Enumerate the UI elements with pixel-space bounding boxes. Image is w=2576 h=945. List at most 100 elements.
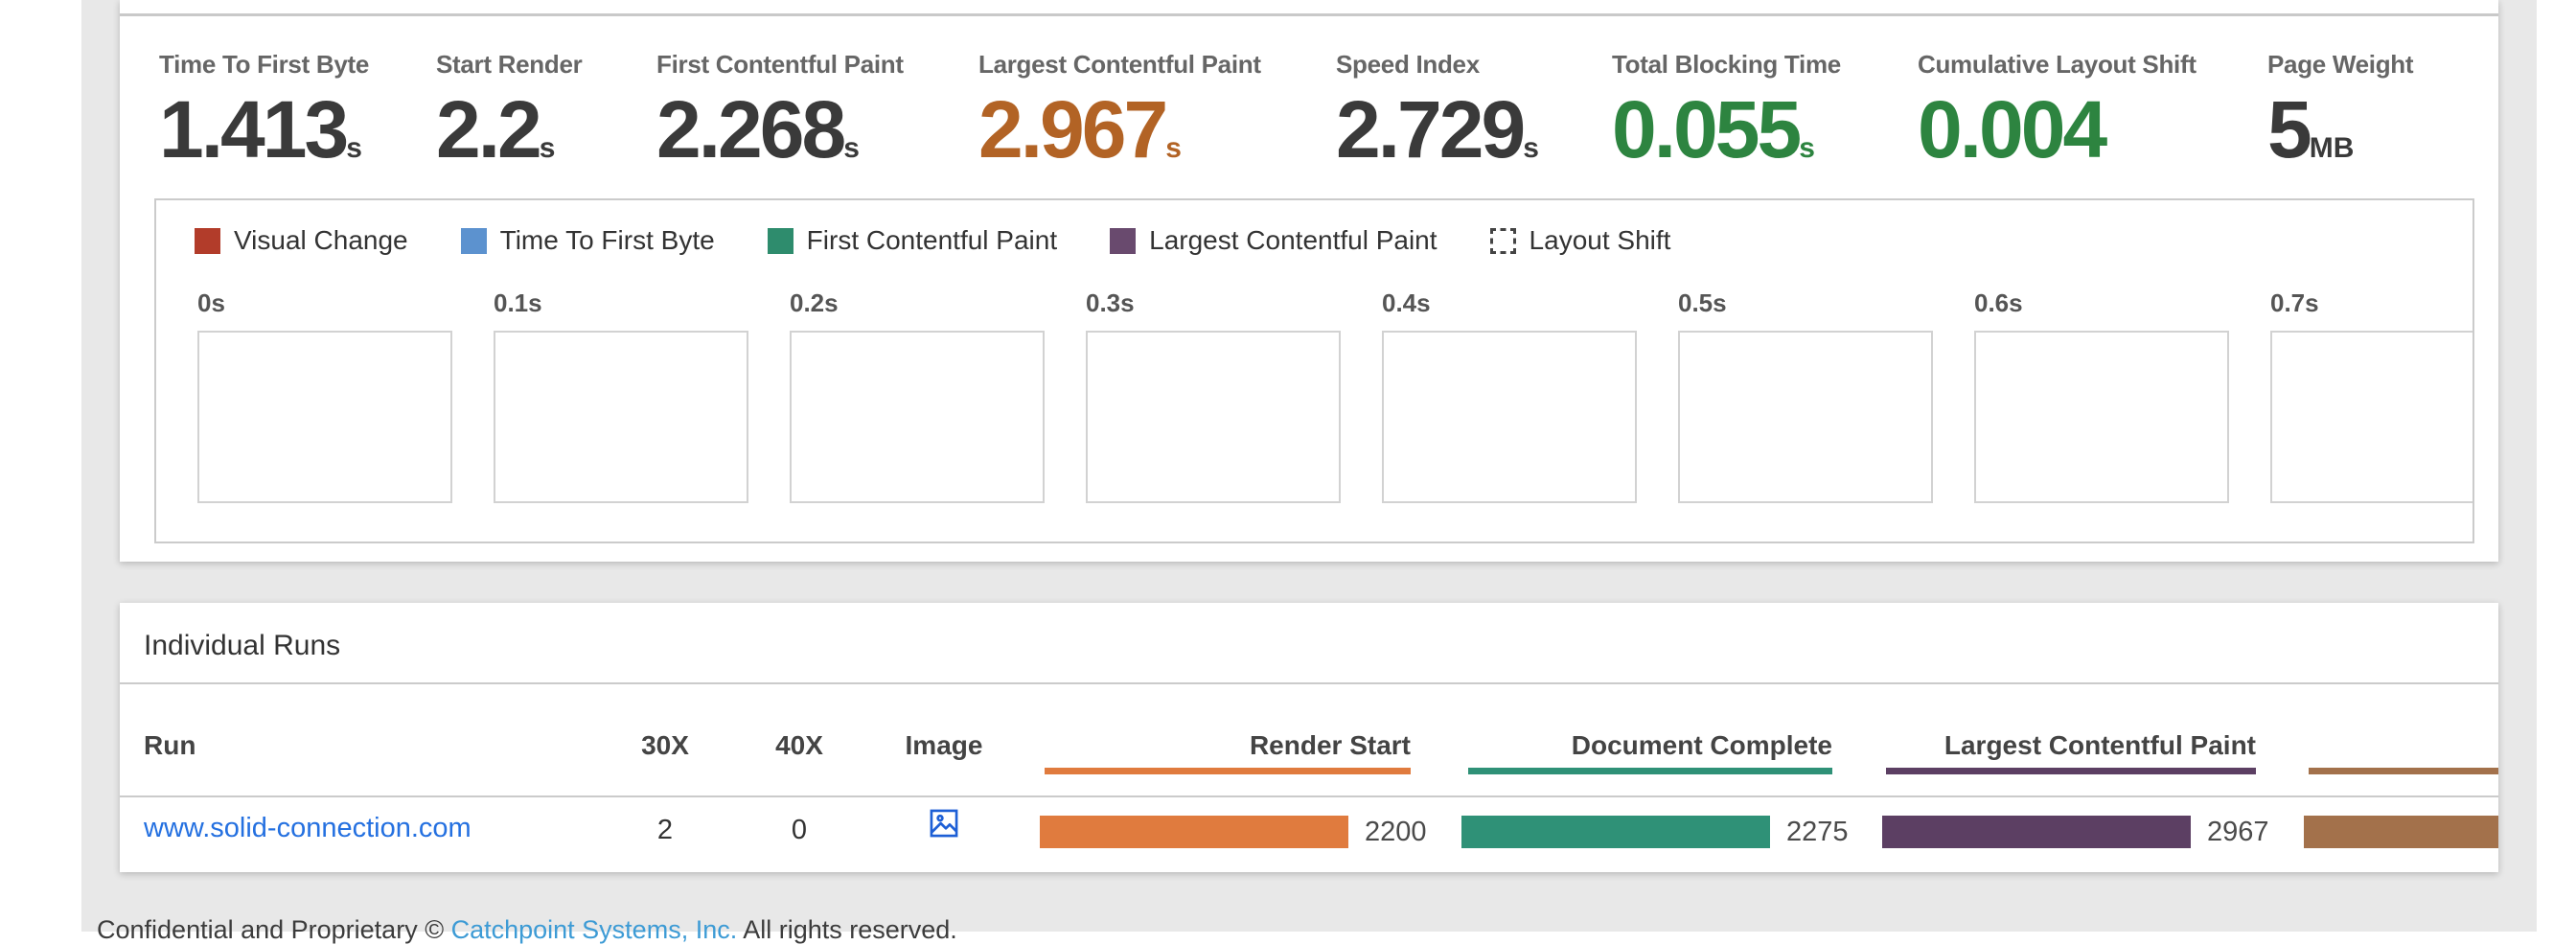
largest-contentful-paint-column-underline <box>1886 768 2256 774</box>
filmstrip-frame: 0.5s <box>1678 288 1933 503</box>
metric-unit: MB <box>2309 132 2355 164</box>
metric-value: 0.004 <box>1918 84 2107 174</box>
individual-runs-card: Individual Runs Run 30X 40X Image Render… <box>120 603 2498 872</box>
legend-item-visual-change: Visual Change <box>195 225 408 256</box>
filmstrip-panel: Visual Change Time To First Byte First C… <box>154 198 2474 543</box>
metric-start-render: Start Render 2.2s <box>436 50 583 170</box>
filmstrip-frame: 0s <box>197 288 452 503</box>
fourth-metric-bar-cell <box>2304 816 2498 848</box>
frame-timestamp: 0.5s <box>1678 288 1727 317</box>
metric-label: Start Render <box>436 50 583 79</box>
metric-unit: s <box>1165 132 1182 164</box>
column-header-30x: 30X <box>641 730 689 760</box>
legend-label: First Contentful Paint <box>806 225 1058 255</box>
metric-value: 2.268 <box>656 84 846 174</box>
render-start-bar-cell: 2200 <box>1040 816 1427 848</box>
footer-text-prefix: Confidential and Proprietary © <box>97 915 451 944</box>
filmstrip-frame: 0.6s <box>1974 288 2229 503</box>
column-header-largest-contentful-paint: Largest Contentful Paint <box>1944 730 2256 760</box>
frame-screenshot <box>2270 331 2472 503</box>
metric-value: 5 <box>2267 84 2312 174</box>
metric-unit: s <box>1799 132 1815 164</box>
metric-value: 2.729 <box>1336 84 1526 174</box>
frame-timestamp: 0.4s <box>1382 288 1431 317</box>
metric-time-to-first-byte: Time To First Byte 1.413s <box>159 50 369 170</box>
metric-label: First Contentful Paint <box>656 50 904 79</box>
legend-item-layout-shift: Layout Shift <box>1489 225 1671 256</box>
fourth-column-underline <box>2309 768 2498 774</box>
metric-value: 1.413 <box>159 84 349 174</box>
individual-runs-title: Individual Runs <box>144 630 341 661</box>
column-header-render-start: Render Start <box>1249 730 1411 760</box>
frame-screenshot <box>1086 331 1341 503</box>
document-complete-value: 2275 <box>1786 816 1849 847</box>
largest-contentful-paint-value: 2967 <box>2207 816 2269 847</box>
legend-item-time-to-first-byte: Time To First Byte <box>460 225 715 256</box>
first-contentful-paint-swatch-icon <box>767 227 794 254</box>
legend-label: Visual Change <box>234 225 408 255</box>
render-start-bar <box>1040 816 1348 848</box>
frame-screenshot <box>494 331 748 503</box>
metric-label: Page Weight <box>2267 50 2414 79</box>
legend-item-first-contentful-paint: First Contentful Paint <box>767 225 1058 256</box>
metric-label: Time To First Byte <box>159 50 370 79</box>
legend-label: Largest Contentful Paint <box>1149 225 1438 255</box>
metric-label: Largest Contentful Paint <box>978 50 1261 79</box>
filmstrip-frame: 0.4s <box>1382 288 1637 503</box>
footer-catchpoint-link[interactable]: Catchpoint Systems, Inc. <box>450 915 738 944</box>
time-to-first-byte-swatch-icon <box>460 227 487 254</box>
footer-text-suffix: All rights reserved. <box>737 915 957 944</box>
frame-timestamp: 0.7s <box>2270 288 2319 317</box>
metric-unit: s <box>539 132 556 164</box>
filmstrip-frame: 0.2s <box>790 288 1045 503</box>
metric-total-blocking-time: Total Blocking Time 0.055s <box>1612 50 1841 170</box>
metric-unit: s <box>346 132 362 164</box>
image-icon[interactable] <box>929 808 959 839</box>
legend-item-largest-contentful-paint: Largest Contentful Paint <box>1110 225 1438 256</box>
filmstrip-frame: 0.1s <box>494 288 748 503</box>
frame-timestamp: 0.1s <box>494 288 542 317</box>
frame-timestamp: 0.3s <box>1086 288 1135 317</box>
metric-first-contentful-paint: First Contentful Paint 2.268s <box>656 50 904 170</box>
frame-timestamp: 0.6s <box>1974 288 2023 317</box>
column-header-run: Run <box>144 730 196 760</box>
largest-contentful-paint-swatch-icon <box>1110 227 1137 254</box>
fourth-metric-bar <box>2304 816 2498 848</box>
summary-metrics-card: Time To First Byte 1.413s Start Render 2… <box>120 0 2498 562</box>
footer-copyright: Confidential and Proprietary © Catchpoin… <box>97 915 957 945</box>
render-start-column-underline <box>1045 768 1411 774</box>
metric-value: 2.2 <box>436 84 542 174</box>
frame-screenshot <box>1678 331 1933 503</box>
metric-label: Cumulative Layout Shift <box>1918 50 2196 79</box>
run-url-link[interactable]: www.solid-connection.com <box>144 813 472 843</box>
metric-cumulative-layout-shift: Cumulative Layout Shift 0.004 <box>1918 50 2196 170</box>
metric-unit: s <box>843 132 860 164</box>
frame-screenshot <box>1382 331 1637 503</box>
column-header-40x: 40X <box>775 730 823 760</box>
metric-page-weight: Page Weight 5MB <box>2267 50 2414 170</box>
metric-speed-index: Speed Index 2.729s <box>1336 50 1539 170</box>
legend-label: Time To First Byte <box>499 225 715 255</box>
metric-largest-contentful-paint: Largest Contentful Paint 2.967s <box>978 50 1261 170</box>
card-top-divider <box>120 13 2498 16</box>
column-header-image: Image <box>905 730 983 760</box>
filmstrip-frame: 0.7s <box>2270 288 2472 503</box>
run-image-cell <box>891 807 997 839</box>
frame-screenshot <box>197 331 452 503</box>
largest-contentful-paint-bar-cell: 2967 <box>1882 816 2269 848</box>
largest-contentful-paint-bar <box>1882 816 2191 848</box>
filmstrip-frames: 0s 0.1s 0.2s 0.3s 0.4s 0.5s <box>197 288 2472 503</box>
divider <box>120 682 2498 684</box>
frame-timestamp: 0s <box>197 288 225 317</box>
render-start-value: 2200 <box>1365 816 1427 847</box>
visual-change-swatch-icon <box>195 227 220 254</box>
layout-shift-dashed-swatch-icon <box>1489 227 1516 254</box>
run-40x-cell: 0 <box>791 815 808 845</box>
frame-screenshot <box>790 331 1045 503</box>
metric-label: Total Blocking Time <box>1612 50 1841 79</box>
legend-label: Layout Shift <box>1529 225 1671 255</box>
document-complete-bar-cell: 2275 <box>1461 816 1849 848</box>
run-url-cell: www.solid-connection.com <box>144 813 472 844</box>
metric-value: 0.055 <box>1612 84 1802 174</box>
filmstrip-legend: Visual Change Time To First Byte First C… <box>156 200 2472 256</box>
